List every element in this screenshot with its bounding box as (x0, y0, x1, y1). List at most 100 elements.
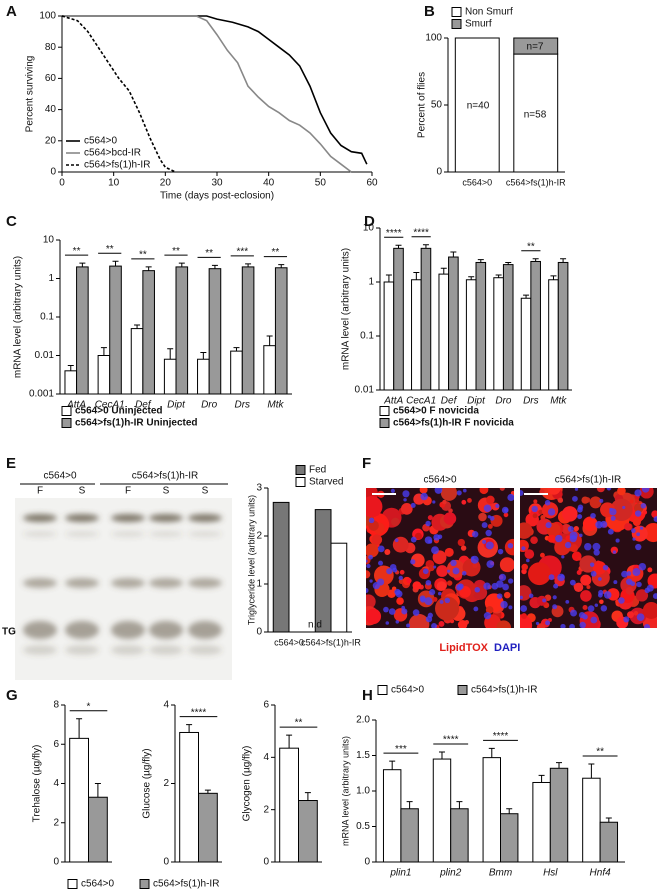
panel-letter: F (362, 455, 371, 472)
nucleus (439, 599, 444, 604)
y-tick-label: 0 (50, 167, 56, 178)
lipid-droplet (485, 606, 494, 614)
error-bar (438, 751, 445, 760)
lipid-droplet (436, 581, 447, 591)
gel-band (65, 578, 99, 588)
bar (393, 247, 404, 391)
legend-swatch (379, 406, 390, 416)
bar (400, 808, 419, 863)
x-tick-label: AttA (383, 396, 403, 407)
bar (298, 800, 318, 863)
gel-band (149, 645, 183, 655)
nucleus (485, 529, 492, 537)
lipid-droplet (472, 563, 478, 569)
x-tick-label: Mtk (550, 396, 567, 407)
legend-swatch (61, 418, 72, 428)
error-bar (389, 760, 396, 770)
annotation: n=40 (467, 101, 490, 112)
y-tick-label: 0.01 (355, 385, 375, 396)
nucleus (569, 623, 575, 628)
gel-lane: S (202, 486, 209, 497)
lipid-droplet (366, 570, 371, 579)
bar (520, 297, 532, 391)
error-bar (605, 817, 612, 823)
legend-label: c564>fs(1)h-IR Uninjected (75, 418, 198, 429)
lipid-droplet (438, 620, 445, 627)
nucleus (564, 541, 572, 549)
gel-band (111, 578, 145, 588)
nucleus (424, 597, 433, 606)
nucleus (587, 605, 595, 612)
nucleus (589, 562, 595, 567)
error-bar (134, 324, 141, 329)
legend-label: c564>fs(1)h-IR (471, 685, 537, 696)
error-bar (112, 260, 119, 267)
stain-label: LipidTOX (439, 642, 488, 654)
bar (532, 781, 551, 863)
nucleus (547, 508, 556, 516)
lipid-droplet (632, 517, 641, 527)
lipid-droplet (414, 532, 422, 540)
nucleus (635, 543, 642, 551)
significance-label: ** (172, 246, 180, 257)
nucleus (528, 593, 534, 599)
nucleus (520, 595, 523, 600)
nucleus (495, 503, 500, 508)
gel-band (111, 531, 145, 537)
significance-label: **** (413, 227, 429, 238)
lipid-droplet (576, 570, 582, 575)
lipid-droplet (521, 563, 528, 571)
x-tick-label: CecA1 (95, 400, 125, 411)
nucleus (526, 558, 530, 563)
lipid-droplet (624, 522, 632, 531)
y-tick-label: 20 (45, 135, 57, 146)
y-axis-label: Glycogen (µg/fly) (242, 746, 253, 822)
y-tick-label: 80 (45, 42, 57, 53)
error-bar (495, 274, 502, 278)
gel-band (23, 514, 57, 522)
lipid-droplet (629, 499, 634, 504)
error-bar (186, 724, 193, 733)
error-bar (79, 262, 86, 267)
nucleus (474, 586, 481, 593)
x-tick-label: Dipt (167, 400, 186, 411)
lipid-droplet (479, 488, 489, 495)
lipid-droplet (387, 589, 396, 598)
nucleus (579, 533, 583, 538)
nucleus (501, 506, 509, 514)
lipid-droplet (582, 516, 598, 532)
nucleus (606, 488, 612, 491)
nucleus (552, 604, 558, 610)
y-tick-label: 0 (163, 857, 169, 868)
nucleus (570, 609, 577, 617)
x-tick-label: 60 (366, 178, 378, 189)
legend-swatch (67, 879, 78, 889)
nucleus (461, 571, 467, 576)
lipid-droplet (406, 578, 412, 584)
lipid-droplet (444, 547, 454, 557)
nucleus (388, 608, 396, 615)
nucleus (552, 595, 557, 600)
gel-band (65, 621, 99, 639)
bar (454, 37, 500, 173)
lipid-droplet (540, 552, 545, 558)
nucleus (613, 580, 618, 585)
lipid-droplet (651, 510, 657, 518)
gel-lane: S (79, 486, 86, 497)
x-tick-label: Dro (201, 400, 218, 411)
bar (208, 268, 222, 395)
annotation: n=7 (527, 42, 544, 53)
error-bar (145, 266, 152, 271)
bar (130, 328, 144, 395)
nucleus (425, 520, 431, 527)
nucleus (542, 598, 547, 603)
error-bar (588, 763, 595, 779)
legend-swatch (377, 685, 388, 695)
nucleus (434, 488, 443, 494)
nucleus (473, 606, 479, 612)
lipid-droplet (635, 589, 649, 602)
significance-label: *** (395, 744, 407, 755)
x-tick-label: AttA (66, 400, 86, 411)
legend-swatch (451, 7, 462, 17)
bar (450, 808, 469, 863)
